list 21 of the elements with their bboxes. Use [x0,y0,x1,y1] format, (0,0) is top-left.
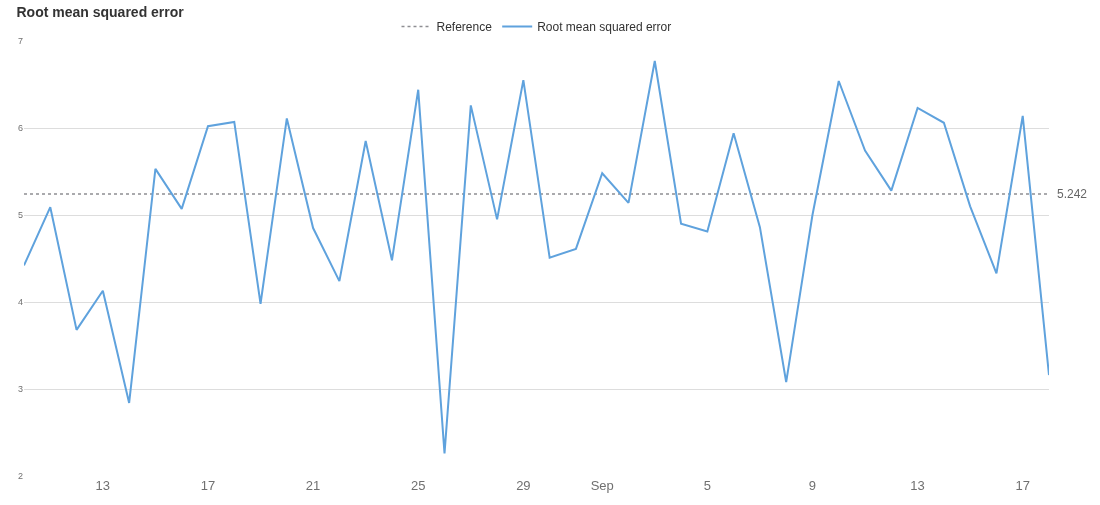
x-tick-label: 17 [200,478,216,493]
x-tick-label: 25 [411,478,426,493]
y-tick-label: 7 [17,36,23,47]
x-tick-label: 13 [910,478,925,493]
x-tick-label: Sep [590,478,614,493]
line-series [24,60,1049,455]
y-tick-label: 5 [17,210,23,221]
y-tick-label: 4 [17,297,23,308]
y-tick-label: 3 [17,384,23,395]
x-tick-label: 5 [703,478,711,493]
legend-label: Reference [436,20,493,35]
y-tick-label: 6 [17,123,23,134]
x-tick-label: 17 [1015,478,1030,493]
legend-label: Root mean squared error [537,20,672,35]
x-tick-label: 9 [808,478,817,493]
annotation: 5.242 [1057,187,1088,201]
x-tick-label: 29 [516,478,531,493]
x-tick-label: 21 [305,478,321,493]
y-tick-label: 2 [17,471,23,482]
chart-title: Root mean squared error [16,4,185,21]
x-tick-label: 13 [95,478,111,493]
